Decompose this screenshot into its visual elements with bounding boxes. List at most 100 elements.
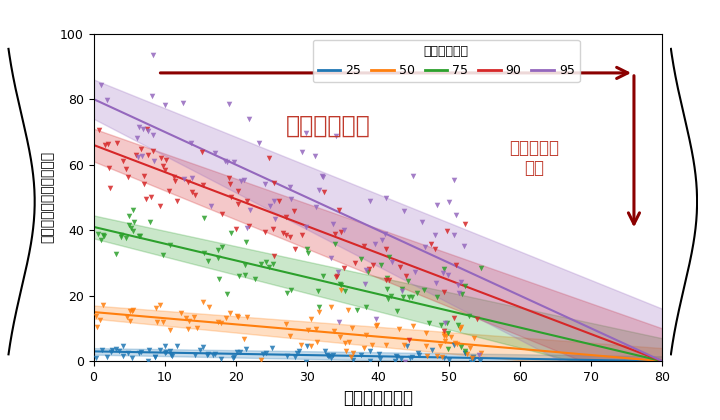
Point bbox=[366, 262, 378, 269]
Point bbox=[468, 335, 480, 341]
Point bbox=[126, 308, 138, 315]
Point bbox=[446, 334, 457, 341]
Point bbox=[106, 349, 117, 355]
Point bbox=[334, 281, 346, 288]
Point bbox=[370, 315, 382, 322]
Point bbox=[339, 339, 351, 346]
Point bbox=[101, 97, 112, 104]
Point bbox=[99, 142, 111, 149]
Point bbox=[288, 207, 300, 214]
Point bbox=[363, 265, 374, 272]
Point bbox=[359, 344, 370, 351]
Point bbox=[313, 304, 325, 310]
Point bbox=[451, 341, 462, 347]
Point bbox=[149, 354, 161, 361]
Point bbox=[458, 242, 469, 249]
Point bbox=[310, 326, 322, 333]
Point bbox=[194, 346, 205, 353]
Point bbox=[435, 322, 446, 329]
Point bbox=[282, 352, 293, 359]
Point bbox=[475, 264, 487, 271]
Point bbox=[267, 225, 279, 232]
Point bbox=[431, 353, 443, 360]
Point bbox=[296, 232, 307, 239]
Point bbox=[138, 173, 150, 180]
Point bbox=[144, 219, 156, 226]
Point bbox=[280, 232, 292, 239]
Point bbox=[390, 358, 401, 365]
Point bbox=[360, 332, 372, 339]
Point bbox=[110, 251, 122, 257]
Point bbox=[393, 326, 405, 333]
Point bbox=[154, 302, 166, 309]
Point bbox=[157, 162, 168, 169]
Point bbox=[179, 176, 190, 183]
Point bbox=[116, 232, 127, 239]
Point bbox=[159, 349, 171, 356]
Point bbox=[311, 204, 323, 211]
Point bbox=[333, 318, 345, 325]
Point bbox=[137, 153, 148, 160]
Point bbox=[335, 282, 346, 289]
Point bbox=[305, 343, 317, 350]
Point bbox=[412, 349, 423, 356]
Point bbox=[135, 146, 147, 153]
Point bbox=[364, 358, 376, 365]
Point bbox=[189, 351, 201, 358]
Point bbox=[220, 315, 232, 321]
Point bbox=[448, 177, 459, 184]
Point bbox=[369, 240, 381, 247]
Point bbox=[267, 260, 279, 267]
Point bbox=[127, 207, 139, 214]
Point bbox=[145, 194, 157, 200]
Point bbox=[322, 353, 333, 360]
Point bbox=[95, 82, 107, 89]
Point bbox=[313, 187, 325, 194]
Point bbox=[240, 346, 251, 352]
Point bbox=[464, 344, 476, 351]
Point bbox=[185, 140, 197, 147]
Point bbox=[341, 348, 352, 354]
Point bbox=[450, 212, 462, 218]
Point bbox=[373, 351, 384, 357]
Point bbox=[121, 235, 132, 242]
Point bbox=[154, 202, 166, 209]
Point bbox=[330, 274, 342, 281]
Point bbox=[317, 173, 328, 180]
Point bbox=[346, 325, 357, 331]
Text: 事故リスク
低減: 事故リスク 低減 bbox=[510, 139, 559, 178]
Point bbox=[425, 241, 436, 247]
Point bbox=[232, 200, 243, 207]
Point bbox=[392, 308, 403, 315]
Point bbox=[264, 202, 276, 209]
Point bbox=[223, 100, 235, 107]
Point bbox=[345, 354, 356, 361]
Point bbox=[233, 314, 244, 320]
Point bbox=[210, 150, 221, 157]
Point bbox=[431, 294, 443, 300]
Point bbox=[126, 354, 138, 361]
Point bbox=[212, 246, 224, 253]
Point bbox=[370, 322, 382, 329]
Point bbox=[452, 321, 464, 328]
Point bbox=[325, 354, 337, 361]
Point bbox=[380, 194, 392, 201]
Point bbox=[391, 354, 402, 360]
Point bbox=[249, 276, 261, 283]
Point bbox=[155, 347, 166, 354]
Point bbox=[215, 355, 227, 362]
Point bbox=[198, 344, 210, 351]
Point bbox=[156, 155, 167, 161]
Point bbox=[233, 273, 245, 279]
Point bbox=[382, 275, 393, 281]
Point bbox=[186, 175, 198, 181]
Point bbox=[459, 283, 471, 290]
Point bbox=[423, 319, 435, 326]
Point bbox=[323, 352, 334, 359]
Point bbox=[398, 207, 410, 214]
Point bbox=[342, 306, 354, 313]
Point bbox=[143, 127, 154, 134]
Legend: 25, 50, 75, 90, 95: 25, 50, 75, 90, 95 bbox=[312, 40, 580, 82]
Point bbox=[225, 229, 237, 236]
Point bbox=[146, 92, 158, 99]
